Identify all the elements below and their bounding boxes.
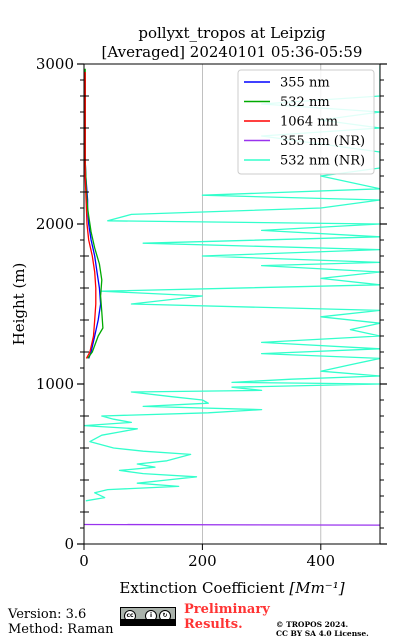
legend-label: 532 nm (NR) [280,154,365,169]
cc-license-icon: cc i ↻ [120,607,176,626]
legend-label: 355 nm [280,76,330,91]
y-tick-label: 0 [64,535,74,553]
x-tick-label: 200 [188,552,217,570]
copyright-line-2: CC BY SA 4.0 License. [276,629,369,638]
preliminary-notice: Preliminary Results. [184,602,270,632]
x-axis-label: Extinction Coefficient [Mm⁻¹] [119,579,344,597]
y-tick-label: 2000 [36,215,74,233]
legend: 355 nm 532 nm 1064 nm 355 nm (NR) 532 nm (NR… [237,69,375,175]
copyright-line-1: © TROPOS 2024. [276,620,349,629]
chart-title: pollyxt_tropos at Leipzig [138,24,326,42]
legend-box [237,69,375,175]
axes: 0 1000 2000 3000 0 200 400 [36,55,387,570]
cc-badge-bar [121,619,175,625]
x-axis-label-unit: [Mm⁻¹] [289,579,344,597]
series-line-532-nm-nr [84,65,380,502]
version-text: Version: 3.6 [8,607,87,622]
y-axis-label: Height (m) [10,263,28,346]
series-line-355-nm [84,80,102,359]
series-line-532-nm [84,68,104,359]
legend-label: 355 nm (NR) [280,134,365,149]
preliminary-line-2: Results. [184,617,243,632]
chart-subtitle: [Averaged] 20240101 05:36-05:59 [102,43,363,61]
legend-label: 532 nm [280,95,330,110]
y-tick-label: 3000 [36,55,74,73]
y-tick-label: 1000 [36,375,74,393]
copyright-notice: © TROPOS 2024. CC BY SA 4.0 License. [276,620,369,638]
x-axis-label-text: Extinction Coefficient [119,579,284,597]
legend-label: 1064 nm [280,115,338,130]
x-tick-label: 0 [79,552,89,570]
series-lines [84,65,380,526]
x-tick-label: 400 [306,552,335,570]
series-line-1064-nm [84,72,97,359]
method-text: Method: Raman [8,622,114,637]
series-line-355-nm-nr [84,523,380,526]
preliminary-line-1: Preliminary [184,602,270,617]
